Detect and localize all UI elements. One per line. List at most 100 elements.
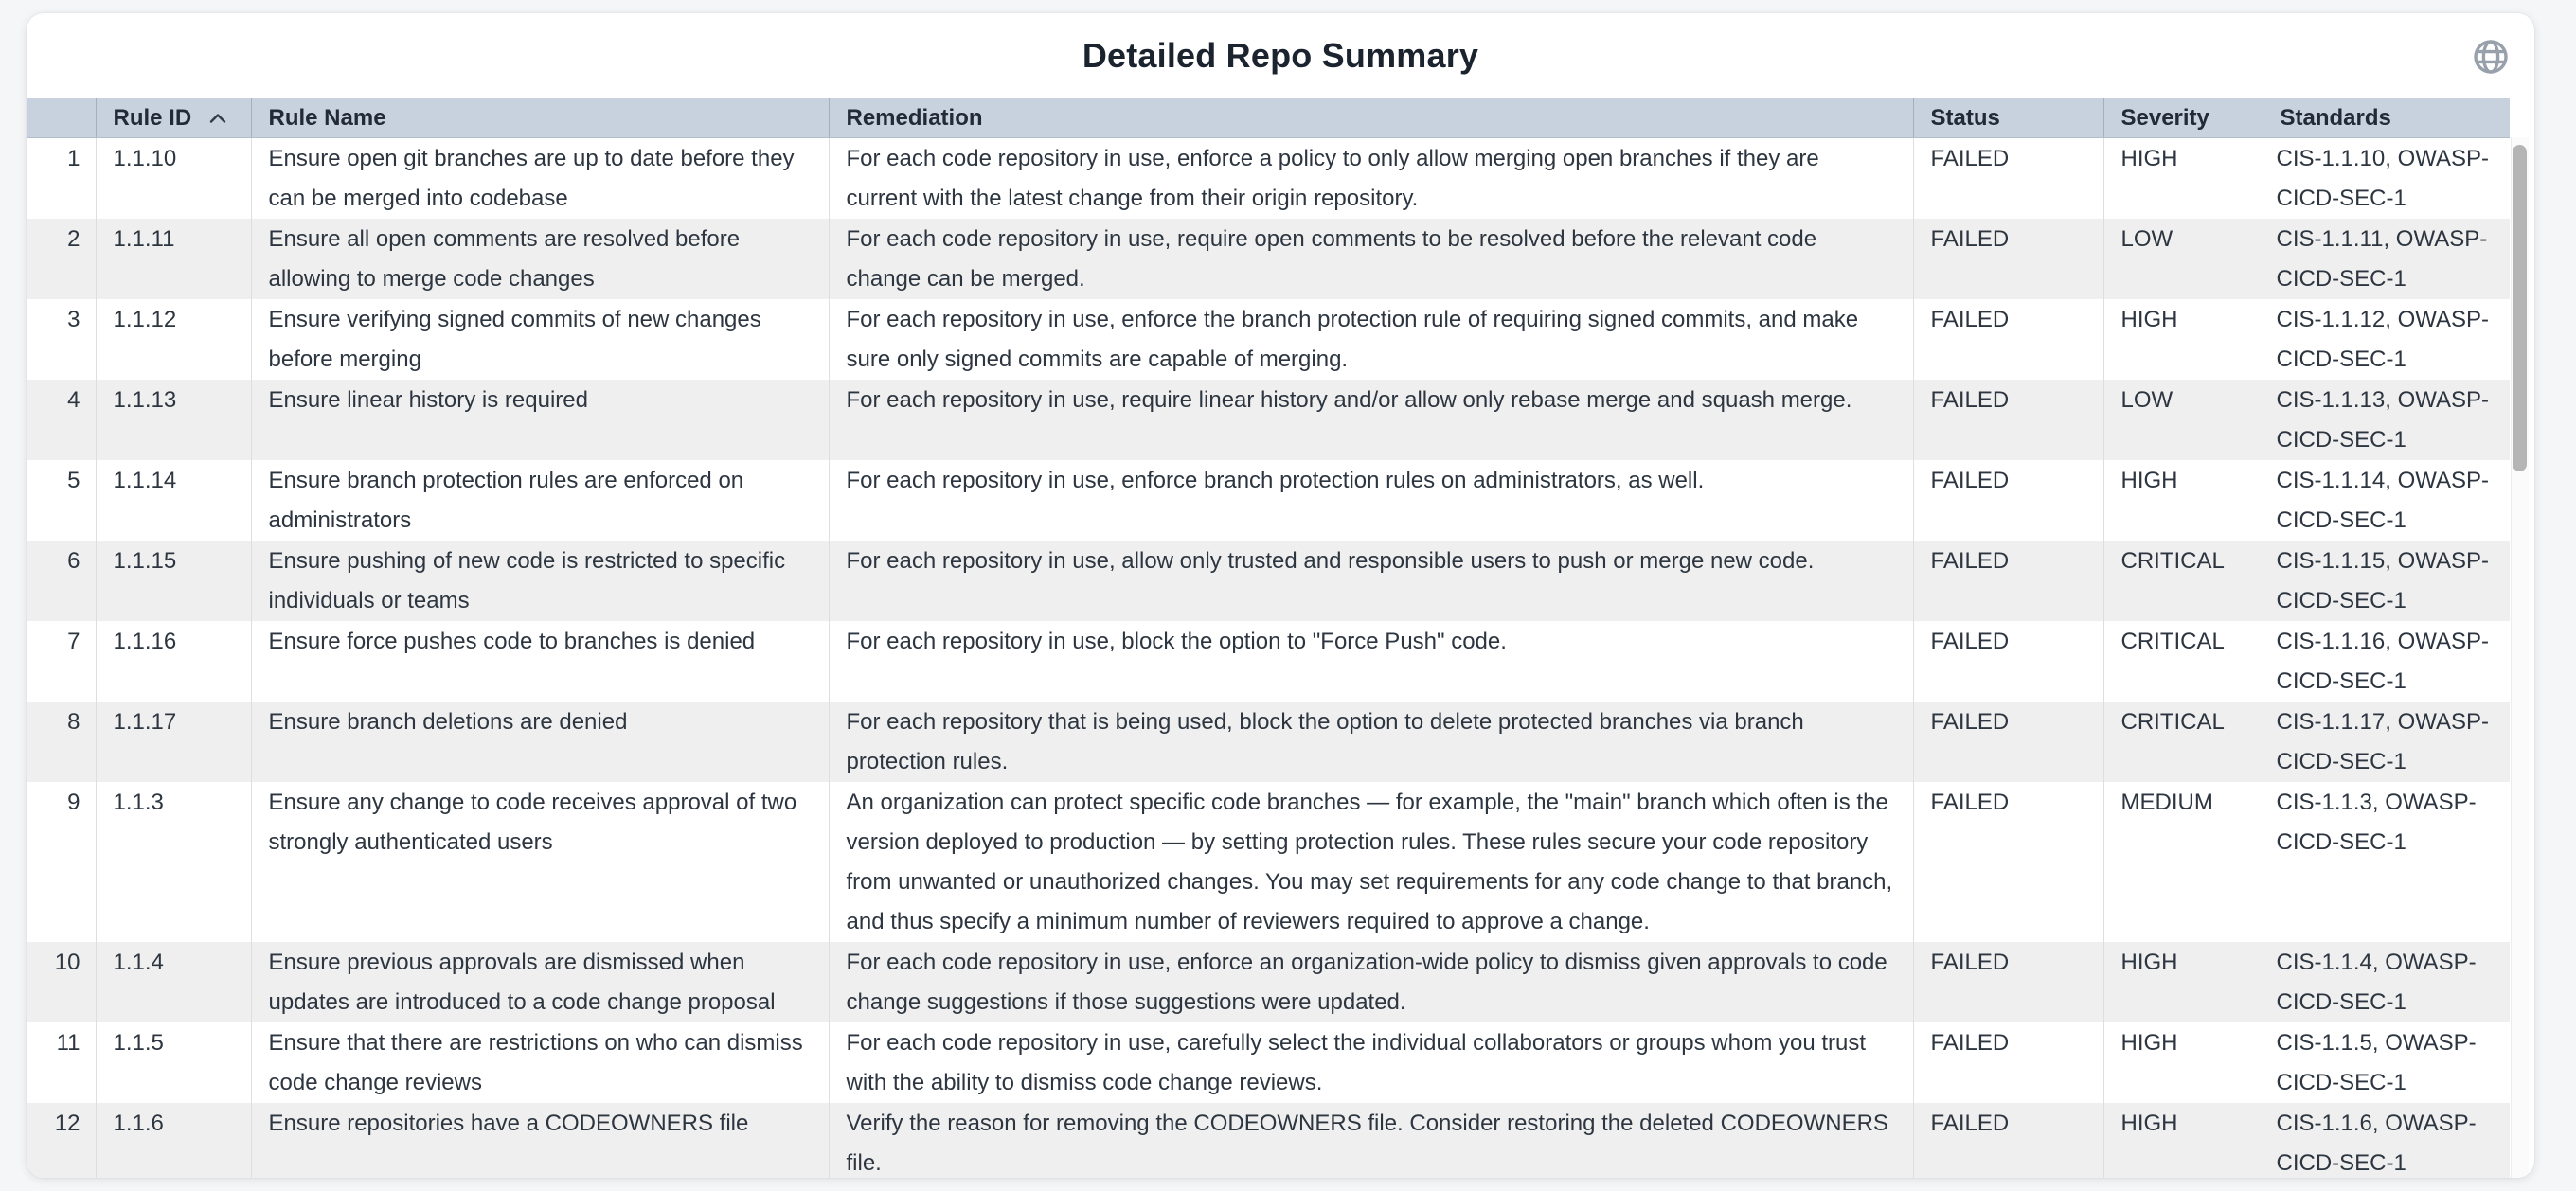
cell-rule-id: 1.1.12 <box>96 299 252 380</box>
cell-row-number: 6 <box>27 541 97 621</box>
cell-remediation: For each code repository in use, enforce… <box>829 942 1914 1022</box>
cell-remediation: An organization can protect specific cod… <box>829 782 1914 942</box>
cell-status: FAILED <box>1913 942 2104 1022</box>
table-row: 4 1.1.13 Ensure linear history is requir… <box>27 380 2510 460</box>
cell-rule-name: Ensure that there are restrictions on wh… <box>251 1022 830 1103</box>
cell-severity: MEDIUM <box>2103 782 2263 942</box>
cell-standards: CIS-1.1.6, OWASP-CICD-SEC-1 <box>2276 1111 2477 1176</box>
cell-rule-name: Ensure any change to code receives appro… <box>251 782 830 942</box>
report-header: Detailed Repo Summary <box>27 13 2534 98</box>
cell-rule-id: 1.1.6 <box>96 1103 252 1178</box>
cell-standards: CIS-1.1.3, OWASP-CICD-SEC-1 <box>2276 790 2477 855</box>
cell-status: FAILED <box>1913 621 2104 702</box>
cell-severity: HIGH <box>2103 942 2263 1022</box>
chevron-up-icon <box>209 113 226 123</box>
page-title: Detailed Repo Summary <box>1082 36 1479 75</box>
cell-rule-name: Ensure linear history is required <box>251 380 830 460</box>
cell-severity: HIGH <box>2103 299 2263 380</box>
cell-remediation: For each repository that is being used, … <box>829 702 1914 782</box>
cell-row-number: 11 <box>27 1022 97 1103</box>
cell-rule-id: 1.1.3 <box>96 782 252 942</box>
cell-status: FAILED <box>1913 460 2104 541</box>
table-body: 1 1.1.10 Ensure open git branches are up… <box>27 137 2510 1178</box>
repo-summary-table: Rule ID Rule Name Remediation Status Sev… <box>27 98 2510 1178</box>
table-row: 3 1.1.12 Ensure verifying signed commits… <box>27 299 2510 380</box>
cell-rule-name: Ensure all open comments are resolved be… <box>251 219 830 299</box>
table-row: 7 1.1.16 Ensure force pushes code to bra… <box>27 621 2510 702</box>
cell-status: FAILED <box>1913 299 2104 380</box>
cell-severity: CRITICAL <box>2103 541 2263 621</box>
cell-rule-id: 1.1.5 <box>96 1022 252 1103</box>
column-header-severity[interactable]: Severity <box>2103 98 2263 138</box>
cell-status: FAILED <box>1913 541 2104 621</box>
cell-status: FAILED <box>1913 702 2104 782</box>
cell-rule-name: Ensure branch protection rules are enfor… <box>251 460 830 541</box>
cell-row-number: 1 <box>27 137 97 219</box>
cell-severity: HIGH <box>2103 1103 2263 1178</box>
cell-severity: LOW <box>2103 380 2263 460</box>
cell-severity: LOW <box>2103 219 2263 299</box>
cell-row-number: 10 <box>27 942 97 1022</box>
cell-rule-name: Ensure pushing of new code is restricted… <box>251 541 830 621</box>
cell-rule-id: 1.1.15 <box>96 541 252 621</box>
vertical-scrollbar[interactable] <box>2511 137 2529 1178</box>
table-row: 12 1.1.6 Ensure repositories have a CODE… <box>27 1103 2510 1178</box>
cell-status: FAILED <box>1913 219 2104 299</box>
column-header-rule-name[interactable]: Rule Name <box>251 98 830 138</box>
cell-standards: CIS-1.1.12, OWASP-CICD-SEC-1 <box>2276 307 2490 372</box>
cell-rule-id: 1.1.14 <box>96 460 252 541</box>
report-card: Detailed Repo Summary Rule ID <box>27 13 2534 1178</box>
cell-rule-name: Ensure open git branches are up to date … <box>251 137 830 219</box>
table-row: 2 1.1.11 Ensure all open comments are re… <box>27 219 2510 299</box>
cell-remediation: For each repository in use, allow only t… <box>829 541 1914 621</box>
column-header-status[interactable]: Status <box>1913 98 2104 138</box>
scrollbar-thumb[interactable] <box>2513 145 2527 471</box>
column-header-rule-name-label: Rule Name <box>268 104 386 131</box>
column-header-standards[interactable]: Standards <box>2263 98 2510 138</box>
cell-standards: CIS-1.1.14, OWASP-CICD-SEC-1 <box>2276 468 2490 533</box>
cell-severity: CRITICAL <box>2103 702 2263 782</box>
cell-rule-id: 1.1.10 <box>96 137 252 219</box>
table-row: 5 1.1.14 Ensure branch protection rules … <box>27 460 2510 541</box>
cell-row-number: 9 <box>27 782 97 942</box>
cell-standards: CIS-1.1.4, OWASP-CICD-SEC-1 <box>2276 950 2477 1015</box>
table-row: 10 1.1.4 Ensure previous approvals are d… <box>27 942 2510 1022</box>
column-header-remediation[interactable]: Remediation <box>829 98 1914 138</box>
cell-remediation: Verify the reason for removing the CODEO… <box>829 1103 1914 1178</box>
cell-severity: HIGH <box>2103 1022 2263 1103</box>
cell-rule-name: Ensure branch deletions are denied <box>251 702 830 782</box>
cell-row-number: 2 <box>27 219 97 299</box>
cell-rule-name: Ensure verifying signed commits of new c… <box>251 299 830 380</box>
cell-severity: HIGH <box>2103 137 2263 219</box>
column-header-rule-id[interactable]: Rule ID <box>96 98 252 138</box>
column-header-severity-label: Severity <box>2120 104 2209 131</box>
cell-row-number: 7 <box>27 621 97 702</box>
cell-row-number: 3 <box>27 299 97 380</box>
cell-remediation: For each code repository in use, careful… <box>829 1022 1914 1103</box>
cell-rule-id: 1.1.16 <box>96 621 252 702</box>
cell-rule-name: Ensure force pushes code to branches is … <box>251 621 830 702</box>
cell-row-number: 8 <box>27 702 97 782</box>
column-header-index[interactable] <box>27 98 97 138</box>
cell-remediation: For each repository in use, block the op… <box>829 621 1914 702</box>
cell-row-number: 12 <box>27 1103 97 1178</box>
cell-status: FAILED <box>1913 1103 2104 1178</box>
cell-standards: CIS-1.1.13, OWASP-CICD-SEC-1 <box>2276 387 2490 453</box>
cell-status: FAILED <box>1913 1022 2104 1103</box>
globe-icon[interactable] <box>2472 38 2510 76</box>
cell-row-number: 5 <box>27 460 97 541</box>
cell-remediation: For each code repository in use, enforce… <box>829 137 1914 219</box>
cell-status: FAILED <box>1913 380 2104 460</box>
column-header-standards-label: Standards <box>2280 104 2391 131</box>
table-row: 9 1.1.3 Ensure any change to code receiv… <box>27 782 2510 942</box>
cell-standards: CIS-1.1.17, OWASP-CICD-SEC-1 <box>2276 709 2490 774</box>
cell-remediation: For each code repository in use, require… <box>829 219 1914 299</box>
table-row: 11 1.1.5 Ensure that there are restricti… <box>27 1022 2510 1103</box>
cell-rule-id: 1.1.13 <box>96 380 252 460</box>
column-header-status-label: Status <box>1930 104 2000 131</box>
cell-remediation: For each repository in use, enforce bran… <box>829 460 1914 541</box>
cell-standards: CIS-1.1.15, OWASP-CICD-SEC-1 <box>2276 548 2490 613</box>
cell-remediation: For each repository in use, enforce the … <box>829 299 1914 380</box>
cell-row-number: 4 <box>27 380 97 460</box>
table-row: 8 1.1.17 Ensure branch deletions are den… <box>27 702 2510 782</box>
